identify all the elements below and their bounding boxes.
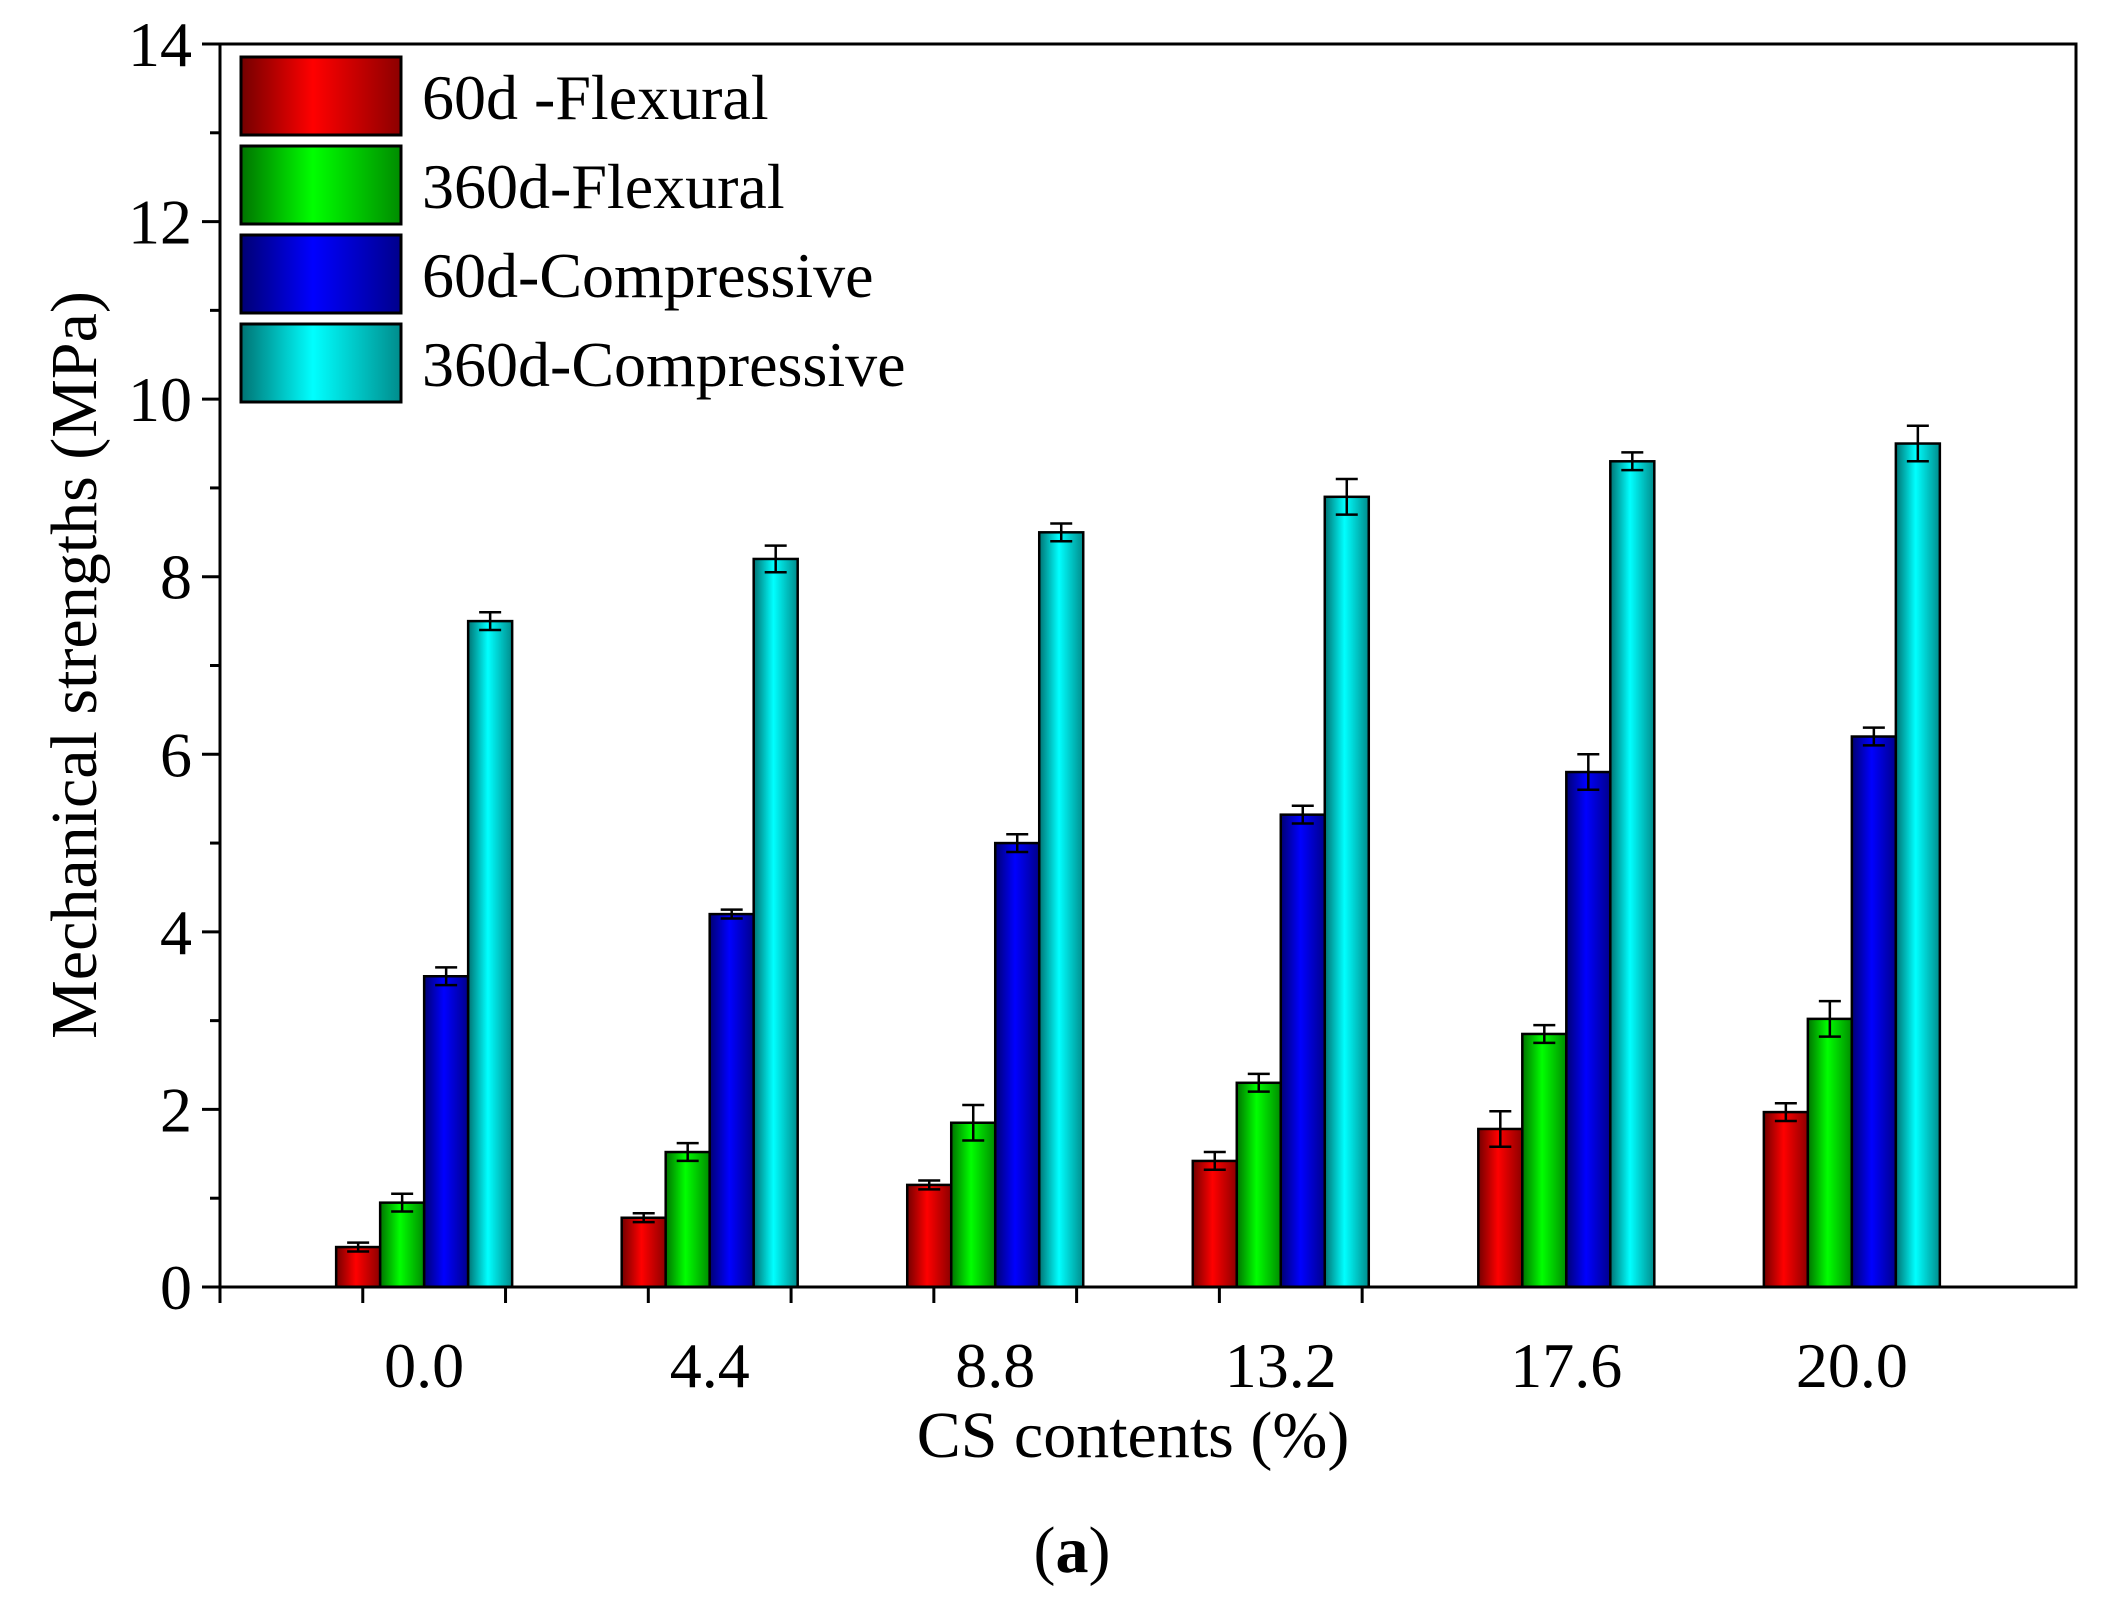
legend-swatch-4 (239, 322, 403, 404)
bar-4-5 (1609, 460, 1656, 1289)
bar-1-5 (1477, 1127, 1524, 1289)
x-axis-title: CS contents (%) (917, 1399, 1350, 1472)
legend-label-2: 360d-Flexural (422, 151, 785, 222)
legend-swatch-2 (239, 144, 403, 226)
panel-label-letter: a (1056, 1514, 1089, 1587)
y-tick-label: 12 (128, 187, 192, 258)
x-tick-label: 13.2 (1225, 1330, 1337, 1401)
bar-4-4 (1323, 495, 1371, 1289)
bar-2-5 (1521, 1032, 1568, 1289)
panel-label: (a) (1034, 1514, 1111, 1587)
bar-3-3 (993, 841, 1041, 1289)
bar-2-1 (378, 1201, 426, 1289)
bar-2-3 (949, 1121, 997, 1289)
legend-swatch-3 (239, 233, 403, 315)
bar-3-1 (422, 975, 470, 1289)
x-tick-label: 8.8 (955, 1330, 1035, 1401)
y-tick-label: 0 (160, 1252, 192, 1323)
error-bars (347, 424, 1929, 1253)
y-tick-label: 8 (160, 542, 192, 613)
legend-label-3: 60d-Compressive (422, 240, 874, 311)
x-tick-label: 4.4 (670, 1330, 750, 1401)
legend-swatch-1 (239, 55, 403, 137)
plot-frame (218, 42, 2078, 1289)
bar-3-6 (1850, 735, 1898, 1289)
x-tick-label: 17.6 (1510, 1330, 1622, 1401)
panel-label-open: ( (1034, 1514, 1056, 1587)
y-axis-title: Mechanical strengths (MPa) (38, 291, 111, 1039)
bar-4-2 (752, 557, 799, 1289)
bar-2-2 (664, 1150, 711, 1289)
bar-4-3 (1037, 531, 1085, 1289)
legend-label-4: 360d-Compressive (422, 329, 906, 400)
bar-3-5 (1565, 770, 1612, 1289)
legend: 60d -Flexural 360d-Flexural 60d-Compressiv… (239, 55, 906, 404)
bar-4-1 (466, 619, 514, 1289)
y-tick-label: 14 (128, 9, 192, 80)
y-tick-label: 10 (128, 364, 192, 435)
x-tick-label: 0.0 (384, 1330, 464, 1401)
bar-1-1 (334, 1245, 382, 1289)
bar-1-2 (620, 1216, 667, 1289)
bar-1-6 (1762, 1110, 1810, 1289)
bar-2-4 (1235, 1081, 1283, 1289)
bars (334, 442, 1942, 1289)
y-axis: 0 2 4 6 8 10 12 14 (128, 9, 220, 1323)
x-tick-label: 20.0 (1796, 1330, 1908, 1401)
panel-label-close: ) (1089, 1514, 1111, 1587)
y-tick-label: 6 (160, 719, 192, 790)
y-tick-label: 4 (160, 897, 192, 968)
x-axis: 0.0 4.4 8.8 13.2 17.6 20.0 (218, 1287, 1908, 1401)
bar-4-6 (1894, 442, 1942, 1289)
bar-2-6 (1806, 1017, 1854, 1289)
legend-label-1: 60d -Flexural (422, 62, 769, 133)
bar-1-3 (905, 1183, 953, 1289)
bar-1-4 (1191, 1159, 1239, 1289)
bar-3-2 (708, 912, 755, 1289)
bar-3-4 (1279, 813, 1327, 1289)
y-tick-label: 2 (160, 1074, 192, 1145)
